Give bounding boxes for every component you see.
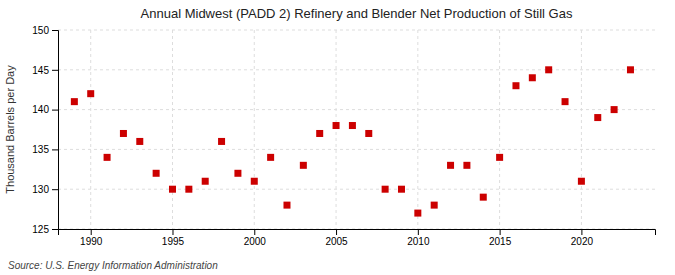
tick-mark bbox=[91, 229, 92, 235]
grid-line-x bbox=[254, 30, 255, 229]
point bbox=[512, 82, 519, 89]
tick-mark bbox=[52, 30, 58, 31]
axis-line bbox=[52, 31, 59, 230]
grid bbox=[58, 30, 655, 229]
point bbox=[545, 66, 552, 73]
tick-mark bbox=[336, 229, 337, 235]
tick-label: 2000 bbox=[244, 236, 267, 247]
tick: 1995 bbox=[162, 229, 185, 247]
x-axis: 1990 1995 2000 2005 2010 2015 2020 bbox=[59, 229, 656, 247]
point bbox=[283, 202, 290, 209]
tick-label: 2010 bbox=[407, 236, 430, 247]
tick-label: 125 bbox=[32, 224, 49, 235]
tick-label: 150 bbox=[32, 25, 49, 36]
point bbox=[611, 106, 618, 113]
point bbox=[120, 130, 127, 137]
point bbox=[431, 202, 438, 209]
point bbox=[594, 114, 601, 121]
tick: 2000 bbox=[244, 229, 267, 247]
tick: 145 bbox=[32, 65, 58, 76]
axis-line bbox=[59, 230, 656, 236]
tick-mark bbox=[52, 110, 58, 111]
tick-label: 2020 bbox=[571, 236, 594, 247]
point bbox=[234, 170, 241, 177]
point bbox=[349, 122, 356, 129]
grid-line-x bbox=[581, 30, 582, 229]
grid-line-y bbox=[58, 69, 655, 70]
tick-label: 140 bbox=[32, 104, 49, 115]
tick-label: 2015 bbox=[489, 236, 512, 247]
grid-line-y bbox=[58, 149, 655, 150]
tick-label: 130 bbox=[32, 184, 49, 195]
tick-label: 145 bbox=[32, 65, 49, 76]
tick: 2005 bbox=[325, 229, 348, 247]
tick-label: 1995 bbox=[162, 236, 185, 247]
point bbox=[382, 186, 389, 193]
tick-mark bbox=[52, 70, 58, 71]
point bbox=[333, 122, 340, 129]
point bbox=[267, 154, 274, 161]
tick: 130 bbox=[32, 184, 58, 195]
y-axis-title: Thousand Barrels per Day bbox=[4, 65, 16, 194]
point bbox=[202, 178, 209, 185]
tick: 2010 bbox=[407, 229, 430, 247]
title: Annual Midwest (PADD 2) Refinery and Ble… bbox=[141, 6, 573, 21]
tick-mark bbox=[172, 229, 173, 235]
tick-mark bbox=[52, 189, 58, 190]
grid-line-x bbox=[90, 30, 91, 229]
tick-mark bbox=[418, 229, 419, 235]
tick: 2015 bbox=[489, 229, 512, 247]
point bbox=[87, 90, 94, 97]
point bbox=[300, 162, 307, 169]
tick-mark bbox=[581, 229, 582, 235]
grid-line-y bbox=[58, 30, 655, 31]
point bbox=[136, 138, 143, 145]
tick-label: 1990 bbox=[80, 236, 103, 247]
tick: 140 bbox=[32, 104, 58, 115]
point bbox=[169, 186, 176, 193]
point bbox=[185, 186, 192, 193]
tick-mark bbox=[254, 229, 255, 235]
chart: 1990 1995 2000 2005 2010 2015 2020 125 130 135 140… bbox=[0, 0, 675, 275]
point bbox=[71, 98, 78, 105]
point bbox=[398, 186, 405, 193]
tick-label: 2005 bbox=[325, 236, 348, 247]
y-axis: 125 130 135 140 145 150 bbox=[32, 25, 58, 235]
point bbox=[529, 74, 536, 81]
tick: 1990 bbox=[80, 229, 103, 247]
tick-mark bbox=[52, 149, 58, 150]
point bbox=[463, 162, 470, 169]
tick-label: 135 bbox=[32, 144, 49, 155]
point bbox=[562, 98, 569, 105]
point bbox=[104, 154, 111, 161]
points bbox=[71, 66, 634, 216]
point bbox=[578, 178, 585, 185]
grid-line-y bbox=[58, 189, 655, 190]
tick: 125 bbox=[32, 224, 58, 235]
tick-mark bbox=[500, 229, 501, 235]
point bbox=[316, 130, 323, 137]
annotation: Source: U.S. Energy Information Administ… bbox=[8, 260, 218, 271]
point bbox=[447, 162, 454, 169]
grid-line-x bbox=[336, 30, 337, 229]
point bbox=[251, 178, 258, 185]
point bbox=[365, 130, 372, 137]
tick-mark bbox=[52, 229, 58, 230]
grid-line-x bbox=[172, 30, 173, 229]
plot-area: 1990 1995 2000 2005 2010 2015 2020 125 130 135 140… bbox=[32, 25, 655, 247]
tick: 2020 bbox=[571, 229, 594, 247]
point bbox=[496, 154, 503, 161]
point bbox=[414, 210, 421, 217]
point bbox=[627, 66, 634, 73]
point bbox=[480, 194, 487, 201]
tick: 135 bbox=[32, 144, 58, 155]
point bbox=[218, 138, 225, 145]
grid-line-x bbox=[499, 30, 500, 229]
grid-line-x bbox=[417, 30, 418, 229]
grid-line-y bbox=[58, 109, 655, 110]
tick: 150 bbox=[32, 25, 58, 36]
point bbox=[153, 170, 160, 177]
